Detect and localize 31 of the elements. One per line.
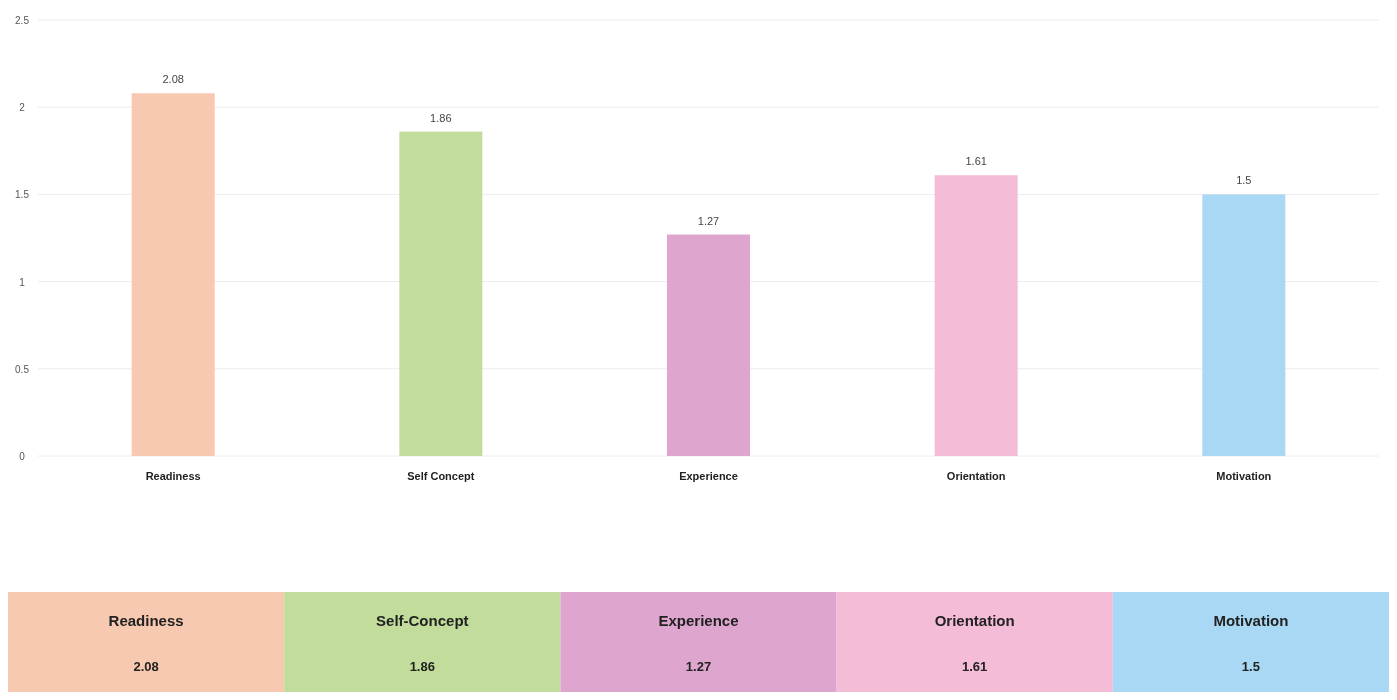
data-label: 1.27 [697,214,720,227]
y-tick-label: 0 [19,451,26,462]
y-tick-label: 1 [19,276,26,288]
bar [934,175,1018,456]
text: 1.61 [962,659,988,674]
bar [131,93,215,456]
text: Orientation [934,612,1015,629]
bar [399,131,483,456]
bar [1202,194,1286,456]
data-label: 1.61 [965,155,987,168]
x-tick-label: Readiness [145,470,201,482]
y-tick-label: 2 [19,102,26,114]
data-label: 2.08 [162,73,184,86]
data-label: 1.5 [1236,174,1252,187]
x-tick-label: Experience [679,470,738,482]
text: 1.5 [1241,659,1260,674]
y-tick-label: 2.5 [15,15,30,26]
y-tick-label: 1.5 [15,189,30,201]
text: 2.08 [133,659,159,674]
y-tick-label: 0.5 [15,363,30,375]
text: Experience [658,612,739,629]
x-tick-label: Self Concept [407,470,475,482]
text: Readiness [108,612,184,629]
text: 1.27 [685,659,712,674]
x-tick-label: Motivation [1216,470,1272,482]
data-label: 1.86 [430,111,452,124]
text: Self-Concept [376,612,469,629]
bar [667,234,750,456]
x-tick-label: Orientation [946,470,1006,482]
text: 1.86 [409,659,435,674]
text: Motivation [1213,612,1289,629]
